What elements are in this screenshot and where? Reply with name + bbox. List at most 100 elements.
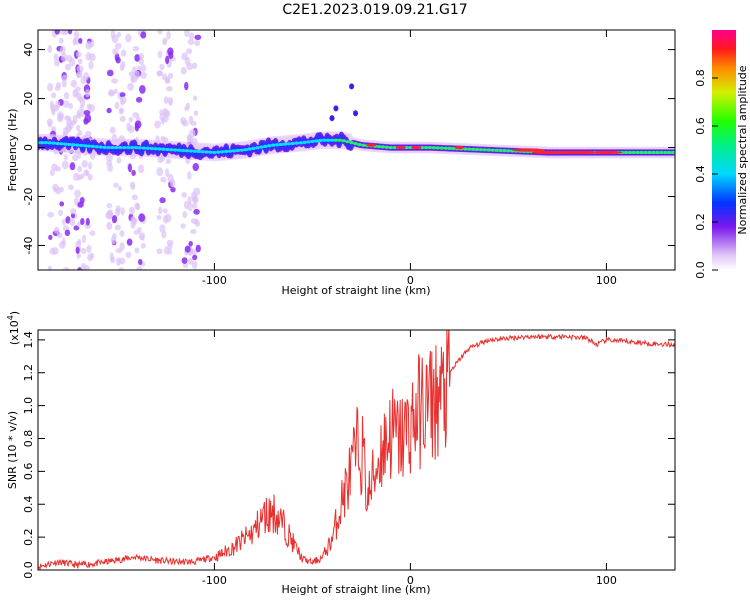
snr-y-tick-label: 0.4 bbox=[22, 495, 35, 513]
spectrogram-speckle bbox=[137, 259, 143, 265]
spectrogram-speckle bbox=[110, 30, 116, 39]
spectrogram-peak-cell bbox=[141, 146, 147, 150]
spectrogram-speckle bbox=[61, 79, 67, 88]
spectrogram-speckle bbox=[86, 244, 92, 253]
spectrogram-speckle bbox=[187, 257, 194, 265]
spectrogram-speckle bbox=[119, 92, 126, 98]
spectrogram-speckle bbox=[109, 126, 116, 134]
spectrogram-peak-cell bbox=[310, 139, 315, 144]
spectrogram-peak-cell bbox=[122, 145, 127, 150]
spectrogram-peak-cell bbox=[165, 147, 170, 152]
spectrogram-speckle bbox=[56, 113, 64, 123]
spectrogram-peak-cell bbox=[345, 140, 350, 144]
spectrogram-peak-cell bbox=[333, 138, 339, 142]
spectrogram-peak-cell bbox=[145, 146, 150, 150]
colorbar-tick-label: 0.6 bbox=[694, 117, 707, 135]
spectrogram-peak-cell bbox=[380, 145, 386, 149]
spectrogram-speckle bbox=[166, 243, 173, 250]
spectrogram-speckle bbox=[131, 66, 137, 75]
spectrogram-speckle bbox=[165, 55, 170, 65]
spectrogram-speckle bbox=[58, 186, 64, 193]
spectrogram-speckle bbox=[88, 53, 96, 62]
spectrogram-speckle bbox=[170, 186, 176, 193]
spectrogram-speckle bbox=[68, 102, 73, 110]
spectrogram-speckle bbox=[76, 71, 82, 79]
spectrogram-speckle bbox=[165, 158, 172, 164]
spectrogram-outlier bbox=[349, 83, 355, 90]
spectrogram-speckle bbox=[109, 252, 114, 261]
spectrogram-speckle bbox=[137, 227, 142, 233]
spectrogram-peak-cell bbox=[200, 150, 205, 154]
spectrogram-peak-cell bbox=[247, 147, 252, 151]
spectrogram-peak-cell bbox=[157, 147, 162, 151]
spectrogram-peak-cell bbox=[392, 145, 397, 150]
spectrogram-speckle bbox=[131, 194, 138, 201]
snr-x-ticks: -100 0 100 bbox=[202, 330, 617, 587]
spectrogram-peak-cell bbox=[314, 139, 319, 143]
spectrogram-speckle bbox=[47, 45, 53, 53]
spectrogram-peak-cell bbox=[353, 142, 358, 146]
spectrogram-speckle bbox=[62, 127, 69, 136]
spectrogram-peak-cell bbox=[102, 145, 107, 149]
spectrogram-speckle bbox=[54, 166, 62, 172]
spectrogram-speckle bbox=[138, 57, 144, 66]
spectrogram-speckle bbox=[120, 61, 126, 69]
spectrogram-speckle bbox=[159, 63, 165, 71]
spectrogram-speckle bbox=[111, 78, 119, 84]
spectrogram-hot-spot bbox=[454, 145, 465, 150]
spectrogram-speckle bbox=[63, 154, 69, 161]
spectrogram-peak-cell bbox=[631, 150, 637, 155]
colorbar-tick-label: 0.0 bbox=[694, 261, 707, 279]
spectrogram-speckle bbox=[160, 176, 167, 183]
spectrogram-speckle bbox=[80, 262, 86, 270]
spectrogram-y-ticks: -40 -20 0 20 40 bbox=[22, 43, 675, 255]
spectrogram-peak-cell bbox=[651, 150, 656, 155]
spectrogram-peak-cell bbox=[306, 140, 311, 144]
spectrogram-peak-cell bbox=[38, 141, 41, 145]
spectrogram-speckle bbox=[89, 252, 95, 260]
spectrogram-peak-cell bbox=[447, 146, 452, 150]
spectrogram-peak-cell bbox=[443, 146, 448, 150]
spectrogram-speckle bbox=[83, 117, 89, 125]
spectrogram-speckle bbox=[117, 185, 122, 191]
spectrogram-peak-cell bbox=[431, 146, 437, 150]
spectrogram-speckle bbox=[132, 112, 140, 118]
spectrogram-peak-cell bbox=[647, 150, 652, 155]
spectrogram-speckle bbox=[89, 230, 96, 236]
spectrogram-peak-cell bbox=[635, 150, 640, 155]
spectrogram-peak-cell bbox=[39, 141, 45, 145]
spectrogram-speckle bbox=[140, 31, 147, 39]
spectrogram-speckle bbox=[48, 234, 53, 241]
spectrogram-y-tick-label: 20 bbox=[22, 92, 35, 106]
spectrogram-y-tick-label: 40 bbox=[22, 43, 35, 57]
spectrogram-speckle bbox=[52, 247, 59, 255]
spectrogram-speckle bbox=[108, 90, 116, 97]
spectrogram-peak-cell bbox=[486, 148, 491, 152]
spectrogram-speckle bbox=[79, 98, 86, 108]
spectrogram-speckle bbox=[138, 52, 144, 60]
spectrogram-speckle bbox=[182, 211, 188, 219]
spectrogram-speckle bbox=[119, 115, 126, 123]
spectrogram-peak-cell bbox=[337, 138, 343, 142]
spectrogram-speckle bbox=[83, 110, 91, 116]
spectrogram-y-tick-label: -40 bbox=[22, 237, 35, 255]
spectrogram-speckle bbox=[77, 174, 82, 181]
spectrogram-speckle bbox=[47, 82, 54, 92]
spectrogram-speckle bbox=[130, 184, 136, 190]
spectrogram-peak-cell bbox=[67, 142, 72, 147]
spectrogram-peak-cell bbox=[90, 144, 96, 149]
spectrogram-speckle bbox=[168, 100, 173, 106]
spectrogram-peak-cell bbox=[133, 145, 139, 150]
spectrogram-speckle bbox=[119, 229, 125, 237]
spectrogram-peak-cell bbox=[188, 149, 194, 153]
spectrogram-peak-cell bbox=[274, 143, 280, 147]
spectrogram-peak-cell bbox=[478, 148, 484, 152]
spectrogram-peak-cell bbox=[63, 142, 68, 146]
spectrogram-peak-cell bbox=[51, 141, 56, 145]
spectrogram-speckle bbox=[75, 124, 81, 132]
snr-y-tick-label: 0.6 bbox=[22, 463, 35, 481]
spectrogram-peak-cell bbox=[125, 145, 131, 150]
spectrogram-speckle bbox=[76, 221, 82, 228]
colorbar-label: Normalized spectral amplitude bbox=[736, 65, 749, 234]
spectrogram-speckle bbox=[184, 245, 191, 253]
